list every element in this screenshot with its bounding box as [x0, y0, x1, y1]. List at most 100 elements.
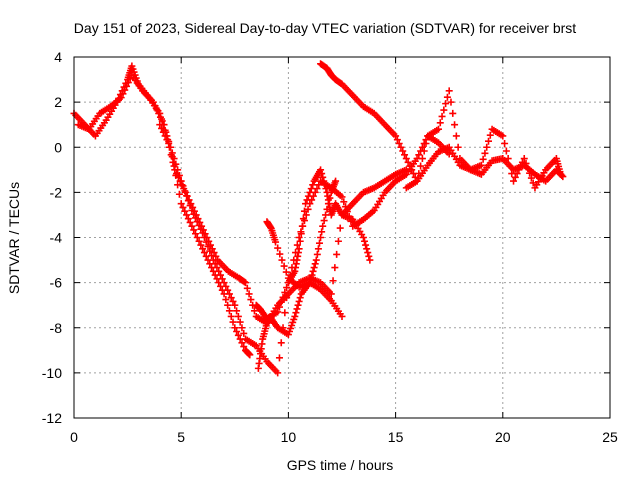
- data-point: [234, 312, 242, 320]
- data-point: [275, 303, 283, 311]
- data-point: [238, 339, 246, 347]
- data-point: [338, 193, 346, 201]
- data-point: [298, 222, 306, 230]
- series-7: [263, 218, 346, 320]
- data-point: [191, 214, 199, 222]
- data-point: [177, 177, 185, 185]
- data-point: [362, 241, 370, 249]
- data-point: [317, 166, 325, 174]
- data-point: [168, 149, 176, 157]
- data-point: [397, 143, 405, 151]
- data-point: [417, 162, 425, 170]
- data-point: [365, 252, 373, 260]
- data-point: [227, 294, 235, 302]
- data-point: [224, 301, 232, 309]
- data-point: [183, 211, 191, 219]
- data-point: [231, 301, 239, 309]
- data-point: [280, 262, 288, 270]
- data-point: [415, 151, 423, 159]
- data-point: [312, 256, 320, 264]
- data-point: [179, 182, 187, 190]
- data-point: [315, 239, 323, 247]
- data-point: [334, 237, 342, 245]
- data-point: [504, 155, 512, 163]
- series-0: [70, 62, 254, 359]
- data-point: [291, 312, 299, 320]
- data-point: [342, 203, 350, 211]
- data-point: [161, 132, 169, 140]
- data-point: [526, 169, 534, 177]
- data-point: [363, 245, 371, 253]
- data-point: [274, 369, 282, 377]
- data-point: [529, 179, 537, 187]
- y-tick-label: -2: [50, 184, 63, 200]
- data-point: [434, 125, 442, 133]
- data-point: [197, 225, 205, 233]
- data-point: [184, 197, 192, 205]
- data-point: [229, 297, 237, 305]
- data-point: [231, 324, 239, 332]
- data-point: [481, 149, 489, 157]
- data-point: [204, 243, 212, 251]
- y-tick-label: 0: [54, 139, 62, 155]
- data-point: [299, 215, 307, 223]
- x-axis-label: GPS time / hours: [287, 457, 394, 473]
- x-tick-label: 0: [70, 429, 78, 445]
- data-point: [294, 301, 302, 309]
- data-point: [155, 109, 163, 117]
- data-point: [159, 128, 167, 136]
- data-point: [511, 173, 519, 181]
- data-point: [215, 267, 223, 275]
- data-point: [240, 329, 248, 337]
- data-point: [445, 87, 453, 95]
- data-point: [517, 162, 525, 170]
- data-point: [308, 271, 316, 279]
- data-point: [243, 284, 251, 292]
- data-point: [278, 256, 286, 264]
- data-point: [336, 224, 344, 232]
- data-point: [233, 307, 241, 315]
- data-point: [320, 217, 328, 225]
- data-point: [181, 207, 189, 215]
- data-point: [318, 170, 326, 178]
- data-point: [172, 160, 180, 168]
- data-point: [175, 171, 183, 179]
- y-tick-label: -8: [50, 320, 63, 336]
- data-point: [293, 241, 301, 249]
- data-point: [276, 250, 284, 258]
- data-point: [520, 155, 528, 163]
- data-point: [319, 173, 327, 181]
- data-point: [359, 234, 367, 241]
- data-point: [292, 309, 300, 317]
- data-point: [415, 170, 423, 178]
- data-point: [413, 177, 421, 185]
- data-point: [123, 82, 131, 90]
- data-point: [281, 288, 289, 296]
- data-point: [297, 230, 305, 238]
- data-point: [361, 237, 369, 245]
- data-point: [436, 119, 444, 127]
- data-point: [300, 207, 308, 215]
- data-point: [124, 79, 132, 87]
- data-point: [165, 139, 173, 147]
- data-point: [151, 102, 159, 110]
- data-point: [454, 143, 462, 151]
- data-point: [420, 147, 428, 155]
- data-point: [332, 177, 340, 185]
- data-point: [179, 203, 187, 211]
- data-point: [282, 268, 290, 276]
- data-point: [224, 286, 232, 294]
- data-point: [501, 139, 509, 147]
- data-point: [522, 159, 530, 167]
- data-point: [149, 98, 157, 106]
- data-point: [199, 229, 207, 237]
- data-point: [220, 279, 228, 287]
- data-point: [295, 234, 303, 241]
- data-point: [557, 170, 565, 178]
- data-point: [317, 234, 325, 241]
- data-point: [321, 181, 329, 189]
- data-point: [506, 162, 514, 170]
- data-point: [229, 318, 237, 326]
- data-point: [186, 202, 194, 210]
